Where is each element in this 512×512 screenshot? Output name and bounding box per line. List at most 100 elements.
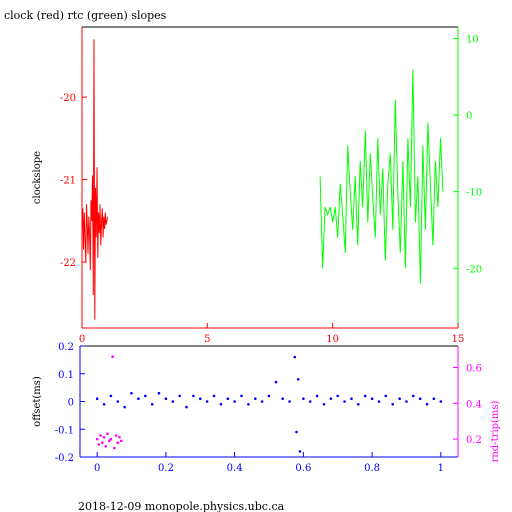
x-tick-label: 0.8 <box>364 463 380 474</box>
y-axis-label: clockslope <box>32 151 43 204</box>
data-point <box>123 405 126 409</box>
data-point <box>233 400 236 403</box>
data-point <box>150 403 154 406</box>
y2-tick-label: 0.6 <box>466 363 482 374</box>
data-point <box>247 403 250 406</box>
data-point <box>116 441 120 445</box>
data-point <box>439 400 443 403</box>
y-tick-label: -20 <box>60 93 76 104</box>
data-point <box>130 391 133 395</box>
y2-tick-label: -10 <box>466 188 482 199</box>
x-tick-label: 0.2 <box>158 463 174 474</box>
data-point <box>288 400 291 403</box>
data-point <box>254 397 257 401</box>
series-line <box>81 39 109 320</box>
data-point <box>164 397 168 401</box>
y2-tick-label: 10 <box>466 34 479 45</box>
data-point <box>118 436 121 439</box>
data-point <box>343 400 346 403</box>
data-point <box>398 397 401 401</box>
data-point <box>107 439 111 443</box>
data-point <box>95 437 99 441</box>
y2-tick-label: 0 <box>466 111 472 122</box>
data-point <box>315 394 319 398</box>
y-tick-label: 0 <box>68 398 74 409</box>
data-point <box>119 439 123 443</box>
data-point <box>405 400 408 403</box>
data-point <box>418 397 422 401</box>
y2-axis-label: rnd-trip(ms) <box>490 400 501 462</box>
y2-tick-label: 0.4 <box>466 399 482 410</box>
data-point <box>412 394 415 398</box>
y-tick-label: 0.2 <box>58 342 74 353</box>
x-tick-label: 0 <box>94 463 100 474</box>
x-tick-label: 0.4 <box>227 463 243 474</box>
data-point <box>212 394 216 398</box>
data-point <box>240 394 243 398</box>
data-point <box>99 434 102 437</box>
y-tick-label: -22 <box>60 258 76 269</box>
data-point <box>97 443 101 446</box>
x-tick-label: 5 <box>204 334 210 345</box>
data-point <box>178 394 181 398</box>
y-tick-label: -0.1 <box>55 425 74 436</box>
data-point <box>329 397 333 401</box>
footer-host-date: 2018-12-09 monopole.physics.ubc.ca <box>78 500 285 512</box>
data-point <box>384 394 388 398</box>
data-point <box>363 394 367 398</box>
data-point <box>111 355 114 359</box>
data-point <box>144 394 147 398</box>
data-point <box>95 397 99 401</box>
data-point <box>302 397 305 401</box>
data-point <box>295 430 298 434</box>
series-line <box>319 69 444 284</box>
data-point <box>391 403 395 406</box>
data-point <box>185 405 188 409</box>
y-tick-label: 0.1 <box>58 370 74 381</box>
data-point <box>157 391 161 395</box>
data-point <box>260 400 264 403</box>
data-point <box>308 400 312 403</box>
data-point <box>114 434 118 437</box>
data-point <box>350 397 353 401</box>
data-point <box>336 394 340 398</box>
data-point <box>432 397 436 401</box>
data-point <box>199 397 202 401</box>
data-point <box>104 445 108 448</box>
x-tick-label: 15 <box>452 334 465 345</box>
data-point <box>370 397 374 401</box>
data-point <box>205 400 209 403</box>
data-point <box>296 378 300 381</box>
data-point <box>171 400 175 403</box>
data-point <box>293 355 297 359</box>
top-chart-clockslope: 0 5 10 15 -20 -21 -22 10 0 -10 -20 clockslope <box>32 26 482 345</box>
y2-tick-label: -20 <box>466 264 482 275</box>
x-tick-label: 1 <box>438 463 444 474</box>
y-axis-label: offset(ms) <box>32 376 43 427</box>
data-point <box>102 436 106 439</box>
data-point <box>274 380 278 384</box>
data-point <box>137 397 140 401</box>
y2-tick-label: 0.2 <box>466 435 482 446</box>
data-point <box>102 403 106 406</box>
data-point <box>357 403 360 406</box>
data-point <box>116 400 120 403</box>
data-point <box>425 403 429 406</box>
y-tick-label: -0.2 <box>55 453 74 464</box>
data-point <box>322 403 326 406</box>
x-tick-label: 0.6 <box>295 463 311 474</box>
data-point <box>101 441 104 445</box>
bottom-chart-offset: 0 0.2 0.4 0.6 0.8 1 0.2 0.1 0 -0.1 -0.2 0.6 0.4 0.2 of… <box>32 342 501 474</box>
y-tick-label: -21 <box>60 176 76 187</box>
data-point <box>192 394 195 398</box>
data-point <box>281 397 285 401</box>
data-point <box>109 394 113 398</box>
chart-title: clock (red) rtc (green) slopes <box>4 9 167 22</box>
data-point <box>109 437 113 441</box>
x-tick-label: 0 <box>79 334 85 345</box>
data-point <box>219 403 223 406</box>
data-point <box>226 397 230 401</box>
data-point <box>377 400 381 403</box>
data-point <box>106 432 109 436</box>
data-point <box>267 394 271 398</box>
